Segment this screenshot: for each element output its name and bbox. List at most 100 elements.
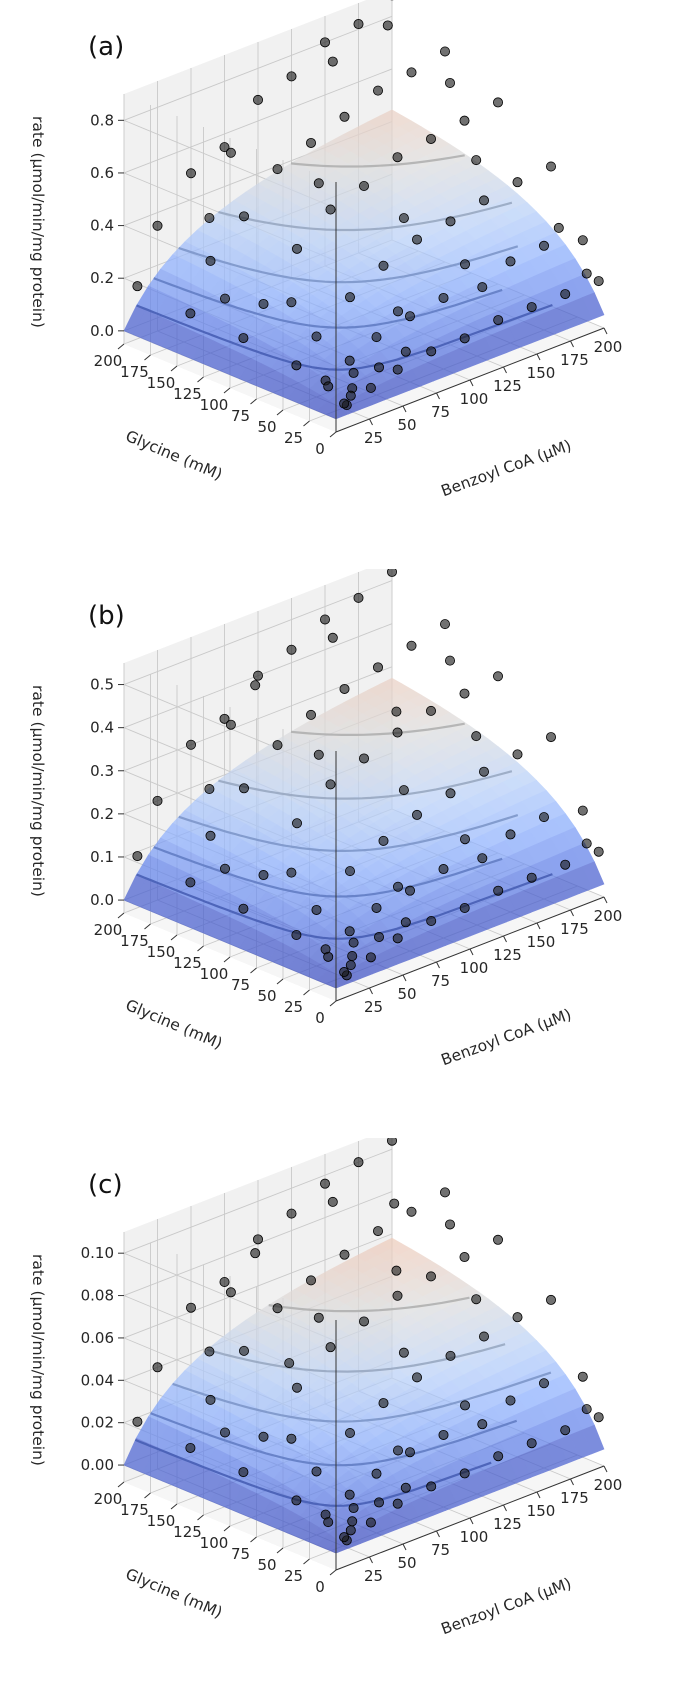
data-point <box>493 315 504 326</box>
data-point <box>387 569 397 577</box>
x-tick-mark <box>503 935 507 943</box>
y-tick-label: 25 <box>284 998 303 1016</box>
data-point <box>378 260 389 271</box>
data-point <box>444 655 455 666</box>
data-point <box>577 805 588 816</box>
data-point <box>323 1517 334 1528</box>
panel-label: (a) <box>88 32 124 62</box>
data-points <box>132 569 604 981</box>
y-tick-mark <box>276 409 284 416</box>
y-tick-mark <box>223 956 231 963</box>
y-tick-label: 150 <box>147 1512 176 1530</box>
data-point <box>225 147 236 158</box>
contour-line <box>172 1371 552 1423</box>
data-point <box>339 111 350 122</box>
data-point <box>477 1419 488 1430</box>
x-tick-mark <box>536 1491 541 1499</box>
data-point <box>426 1481 437 1492</box>
data-point <box>185 1302 196 1313</box>
x-tick-mark <box>603 1465 608 1473</box>
data-point <box>372 662 383 673</box>
x-tick-label: 150 <box>527 933 556 951</box>
data-point <box>553 222 564 233</box>
data-point <box>311 1466 322 1477</box>
data-point <box>353 19 364 30</box>
data-point <box>400 917 411 928</box>
data-point <box>439 1187 450 1198</box>
data-point <box>560 289 571 300</box>
x-tick-mark <box>503 366 507 374</box>
y-tick-label: 100 <box>200 965 229 983</box>
y-tick-label: 200 <box>94 352 123 370</box>
y-tick-mark <box>303 989 310 996</box>
data-point <box>327 1196 338 1207</box>
data-point <box>344 292 355 303</box>
chart-panel-c: 25 50 75 100 125 150 175 200 0 25 50 75 100 125 150 175… <box>0 1138 684 1707</box>
data-point <box>339 398 350 409</box>
y-tick-mark <box>329 1569 337 1576</box>
data-point <box>439 46 450 57</box>
data-point <box>286 1208 297 1219</box>
data-point <box>238 333 249 344</box>
data-point <box>371 332 382 343</box>
data-point <box>185 168 196 179</box>
x-tick-label: 75 <box>431 972 450 990</box>
contour-lines <box>134 1296 552 1507</box>
data-point <box>238 1345 249 1356</box>
data-point <box>505 256 516 267</box>
data-point <box>348 937 359 948</box>
data-point <box>365 382 376 393</box>
data-point <box>445 788 456 799</box>
data-point <box>339 683 350 694</box>
x-tick-label: 150 <box>527 364 556 382</box>
data-point <box>219 142 230 153</box>
data-point <box>365 1517 376 1528</box>
y-tick-mark <box>117 1481 125 1488</box>
data-point <box>313 749 324 760</box>
x-tick-label: 100 <box>460 1528 489 1546</box>
data-point <box>347 951 358 962</box>
x-axis-label: Benzoyl CoA (μM) <box>439 1574 574 1638</box>
data-point <box>325 779 336 790</box>
y-tick-mark <box>144 923 151 930</box>
data-point <box>345 390 356 401</box>
data-point <box>477 853 488 864</box>
data-point <box>471 155 482 166</box>
y-axis-label: Glycine (mM) <box>123 996 225 1053</box>
fitted-surface <box>123 677 605 989</box>
x-tick-mark <box>402 405 407 413</box>
data-point <box>344 1428 355 1439</box>
data-point <box>398 213 409 224</box>
data-point <box>319 614 330 625</box>
tick-labels: 2550751001251501752000255075100125150175… <box>90 111 622 458</box>
data-point <box>325 204 336 215</box>
tick-labels: 2550751001251501752000255075100125150175… <box>81 1244 623 1596</box>
x-tick-label: 25 <box>364 1567 383 1585</box>
x-tick-mark <box>469 1517 474 1525</box>
data-point <box>345 960 356 971</box>
x-tick-label: 175 <box>560 1489 589 1507</box>
data-point <box>459 903 470 914</box>
data-point <box>327 56 338 67</box>
y-tick-mark <box>303 1558 310 1565</box>
data-point <box>185 739 196 750</box>
z-tick-label: 0.8 <box>90 111 114 129</box>
data-point <box>252 670 263 681</box>
data-point <box>459 115 470 126</box>
y-tick-mark <box>276 1547 284 1554</box>
x-tick-label: 100 <box>460 959 489 977</box>
data-point <box>392 1445 403 1456</box>
data-point <box>445 1350 456 1361</box>
data-point <box>392 306 403 317</box>
data-point <box>459 834 470 845</box>
data-point <box>400 1482 411 1493</box>
data-point <box>398 1347 409 1358</box>
data-point <box>526 872 537 883</box>
y-tick-label: 75 <box>231 976 250 994</box>
data-point <box>365 952 376 963</box>
data-point <box>305 709 316 720</box>
data-point <box>438 1429 449 1440</box>
data-point <box>444 77 455 88</box>
y-tick-mark <box>223 387 231 394</box>
z-axis-label: rate (μmol/min/mg protein) <box>29 116 47 328</box>
